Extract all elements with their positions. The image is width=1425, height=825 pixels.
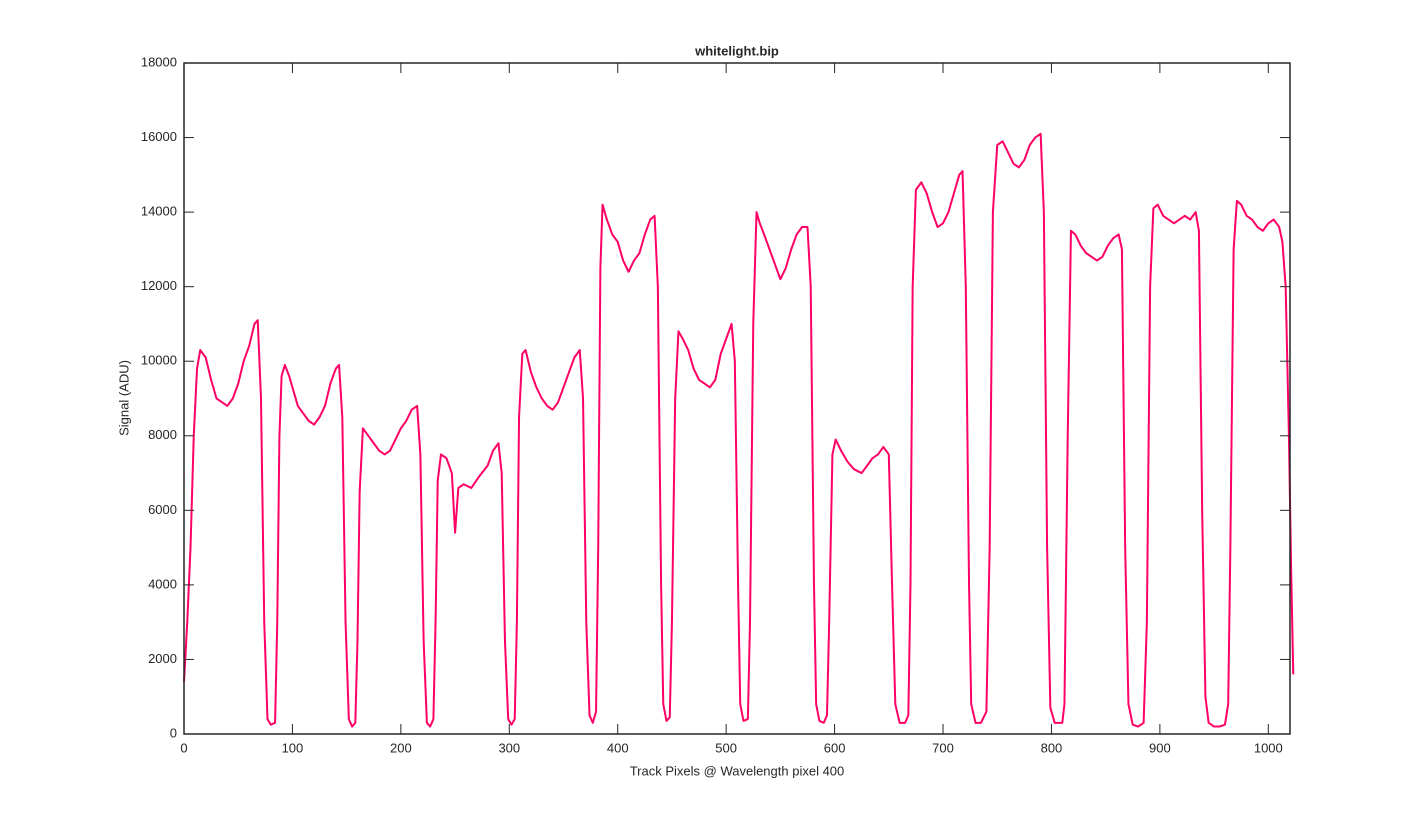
x-tick-label: 0	[180, 740, 187, 755]
y-tick-label: 2000	[148, 651, 177, 666]
data-line	[183, 132, 1295, 728]
y-tick-label: 18000	[141, 54, 177, 69]
y-tick-label: 8000	[148, 427, 177, 442]
y-tick-label: 14000	[141, 204, 177, 219]
y-tick-label: 0	[170, 725, 177, 740]
y-tick-label: 4000	[148, 576, 177, 591]
x-tick-label: 100	[282, 740, 304, 755]
axes-box	[183, 62, 1291, 735]
y-tick-label: 6000	[148, 502, 177, 517]
y-tick-label: 12000	[141, 278, 177, 293]
x-tick-label: 1000	[1254, 740, 1283, 755]
x-tick-label: 800	[1041, 740, 1063, 755]
x-tick-label: 500	[715, 740, 737, 755]
x-axis-label: Track Pixels @ Wavelength pixel 400	[630, 763, 845, 778]
chart-title: whitelight.bip	[694, 43, 779, 58]
x-tick-label: 700	[932, 740, 954, 755]
x-tick-label: 400	[607, 740, 629, 755]
y-tick-label: 10000	[141, 353, 177, 368]
y-axis-label: Signal (ADU)	[116, 360, 131, 436]
x-tick-label: 200	[390, 740, 412, 755]
x-tick-label: 900	[1149, 740, 1171, 755]
y-tick-label: 16000	[141, 129, 177, 144]
x-tick-label: 600	[824, 740, 846, 755]
x-tick-label: 300	[498, 740, 520, 755]
